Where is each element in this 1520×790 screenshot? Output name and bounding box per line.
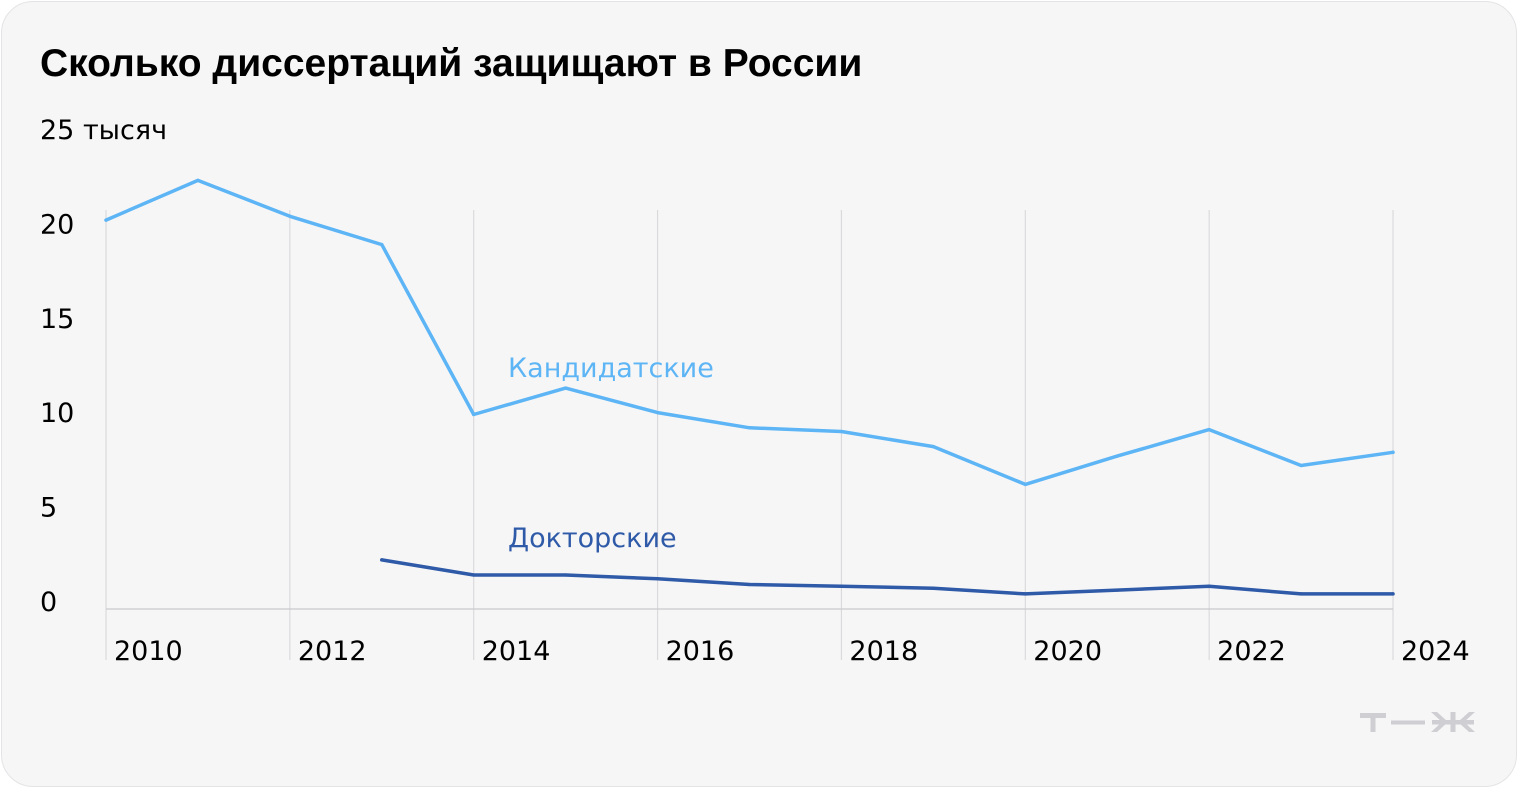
series-labels: Кандидатские Докторские <box>508 353 714 554</box>
x-tick-label-2016: 2016 <box>666 636 735 667</box>
data-point-0-2012 <box>288 214 292 218</box>
data-point-1-2024 <box>1391 592 1395 596</box>
chart-title: Сколько диссертаций защищают в России <box>40 42 863 85</box>
grid <box>105 210 1394 660</box>
series-line-0 <box>104 178 1395 487</box>
data-point-1-2019 <box>931 586 936 590</box>
data-point-0-2015 <box>564 386 568 390</box>
data-point-0-2016 <box>656 411 660 415</box>
y-tick-label-25: 25 тысяч <box>40 115 167 146</box>
x-axis: 2010 2012 2014 2016 2018 2020 2022 2024 <box>106 608 1470 667</box>
data-point-1-2013 <box>380 558 384 562</box>
y-tick-label-15: 15 <box>40 304 74 335</box>
series-group <box>104 178 1395 596</box>
data-point-0-2011 <box>196 178 200 182</box>
x-tick-label-2024: 2024 <box>1401 636 1470 667</box>
series-line-1 <box>380 558 1395 596</box>
data-point-0-2013 <box>380 243 384 247</box>
data-point-0-2014 <box>472 412 476 417</box>
series-label-1: Докторские <box>508 523 677 554</box>
data-point-1-2014 <box>472 573 476 577</box>
data-point-0-2017 <box>747 426 752 430</box>
data-point-1-2022 <box>1207 584 1211 588</box>
y-tick-label-20: 20 <box>40 209 74 240</box>
data-point-0-2010 <box>104 218 108 222</box>
data-point-0-2023 <box>1299 463 1303 468</box>
data-point-1-2018 <box>839 584 844 588</box>
data-point-1-2020 <box>1023 592 1027 596</box>
data-point-0-2022 <box>1207 428 1211 432</box>
x-tick-label-2020: 2020 <box>1033 636 1102 667</box>
data-point-1-2021 <box>1115 588 1119 592</box>
data-point-1-2015 <box>564 573 568 577</box>
y-tick-label-0: 0 <box>40 587 57 618</box>
y-axis: 0 5 10 15 20 25 тысяч <box>40 115 167 618</box>
series-label-0: Кандидатские <box>508 353 714 384</box>
data-point-1-2017 <box>747 582 752 587</box>
tzh-logo-icon <box>1360 712 1475 732</box>
data-point-0-2021 <box>1115 454 1119 458</box>
x-tick-label-2010: 2010 <box>114 636 183 667</box>
data-point-0-2018 <box>839 429 844 434</box>
x-tick-label-2022: 2022 <box>1217 636 1286 667</box>
y-tick-label-10: 10 <box>40 398 74 429</box>
data-point-1-2023 <box>1299 592 1303 596</box>
y-tick-label-5: 5 <box>40 493 57 524</box>
data-point-1-2016 <box>656 577 660 581</box>
data-point-0-2024 <box>1391 450 1395 454</box>
data-point-0-2019 <box>931 445 936 449</box>
x-tick-label-2018: 2018 <box>849 636 918 667</box>
x-tick-label-2014: 2014 <box>482 636 551 667</box>
x-tick-label-2012: 2012 <box>298 636 367 667</box>
data-point-0-2020 <box>1023 482 1027 486</box>
